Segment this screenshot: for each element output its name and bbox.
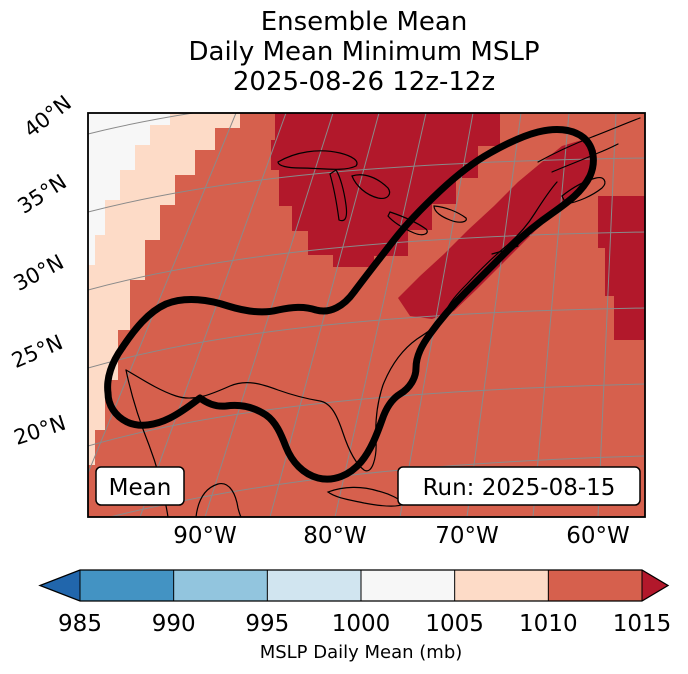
colorbar-seg-985-990 xyxy=(80,570,174,601)
lat-label-25n: 25°N xyxy=(8,330,66,373)
run-box-frame xyxy=(397,466,641,506)
parallel-30n xyxy=(88,231,645,291)
meridian-70w xyxy=(466,113,522,517)
colorbar: 985 990 995 1000 1005 1010 1015 MSLP Dai… xyxy=(38,569,671,663)
meridian-95w xyxy=(139,113,287,517)
lake-huron xyxy=(351,174,391,199)
meridian-60w xyxy=(597,113,617,517)
colorbar-tick-995: 995 xyxy=(245,611,289,637)
colorbar-seg-995-1000 xyxy=(267,570,362,601)
colorbar-under-arrow xyxy=(40,570,80,601)
colorbar-outline xyxy=(38,569,670,602)
colorbar-seg-1000-1005 xyxy=(361,570,455,601)
title-line-2: Daily Mean Minimum MSLP xyxy=(188,37,539,67)
colorbar-seg-1010-1015 xyxy=(548,570,643,601)
coastline-st-lawrence-south xyxy=(551,143,619,173)
colorbar-axis-label: MSLP Daily Mean (mb) xyxy=(260,642,463,663)
map-border xyxy=(87,112,646,518)
map-region-1005-1010 xyxy=(88,113,240,465)
colorbar-dividers xyxy=(79,570,643,601)
coastline-st-lawrence-north xyxy=(537,117,641,163)
lat-label-35n: 35°N xyxy=(13,170,70,219)
mean-box-label: Mean xyxy=(109,475,172,501)
meridian-65w xyxy=(532,113,570,517)
lat-label-20n: 20°N xyxy=(11,411,69,450)
lat-label-30n: 30°N xyxy=(10,250,68,296)
lake-michigan xyxy=(329,169,348,222)
map-region-1000-1005 xyxy=(88,113,170,265)
parallel-25n xyxy=(88,307,645,369)
parallel-40n xyxy=(88,113,197,135)
lat-label-40n: 40°N xyxy=(19,91,75,143)
colorbar-tick-labels: 985 990 995 1000 1005 1010 1015 xyxy=(58,611,671,637)
lon-label-70w: 70°W xyxy=(435,523,499,549)
colorbar-tick-985: 985 xyxy=(58,611,102,637)
lon-label-80w: 80°W xyxy=(303,523,367,549)
coastline-nova-scotia xyxy=(561,177,606,205)
coastline-yucatan xyxy=(195,483,242,517)
colorbar-seg-990-995 xyxy=(173,570,268,601)
title-line-1: Ensemble Mean xyxy=(261,7,468,37)
latitude-labels: 40°N 35°N 30°N 25°N 20°N xyxy=(8,91,76,450)
lake-ontario xyxy=(433,205,467,223)
mean-annotation-box: Mean xyxy=(95,466,185,506)
run-box-label: Run: 2025-08-15 xyxy=(423,475,616,501)
mean-box-frame xyxy=(95,466,185,506)
thick-mslp-contour xyxy=(104,126,597,483)
map-plot-area xyxy=(88,113,645,517)
colorbar-seg-1005-1010 xyxy=(454,570,549,601)
coastlines xyxy=(125,117,641,517)
colorbar-tick-1000: 1000 xyxy=(332,611,391,637)
colorbar-tick-1010: 1010 xyxy=(519,611,578,637)
title-line-3: 2025-08-26 12z-12z xyxy=(233,67,495,97)
colorbar-tick-990: 990 xyxy=(152,611,196,637)
lake-superior xyxy=(277,150,358,170)
run-annotation-box: Run: 2025-08-15 xyxy=(397,466,641,506)
longitude-labels: 90°W 80°W 70°W 60°W xyxy=(173,523,630,549)
colorbar-tick-1005: 1005 xyxy=(425,611,484,637)
map-region-over-1015-coastal xyxy=(398,140,596,319)
lon-label-90w: 90°W xyxy=(173,523,237,549)
lon-label-60w: 60°W xyxy=(566,523,630,549)
meridian-75w xyxy=(399,113,474,517)
colorbar-over-arrow xyxy=(642,570,668,601)
colorbar-tick-1015: 1015 xyxy=(613,611,672,637)
